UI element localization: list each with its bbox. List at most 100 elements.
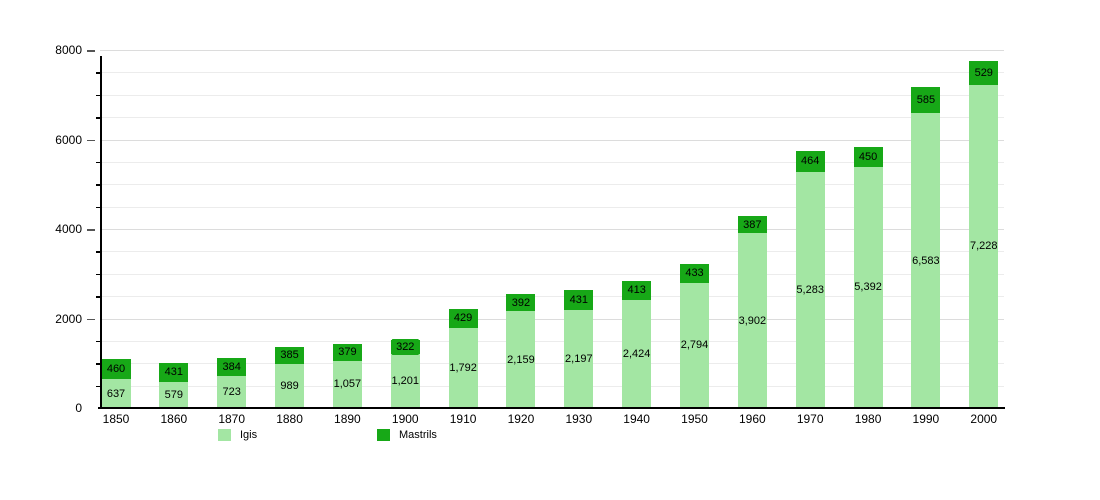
igis-segment-1850 bbox=[101, 379, 131, 408]
y-minor-tick bbox=[96, 296, 101, 298]
gridline-8000 bbox=[100, 50, 1004, 51]
mastrils-value-label-1990: 585 bbox=[912, 92, 940, 109]
y-minor-tick bbox=[96, 161, 101, 164]
igis-value-label-1910: 1,792 bbox=[449, 361, 477, 374]
igis-swatch-icon bbox=[218, 429, 231, 441]
gridline-2000 bbox=[100, 318, 1004, 320]
y-minor-tick bbox=[96, 385, 101, 388]
igis-segment-2000 bbox=[969, 84, 999, 408]
gridline-5500 bbox=[100, 161, 1004, 163]
y-tick-dash-4000 bbox=[87, 229, 95, 231]
gridline-3500 bbox=[100, 251, 1004, 253]
legend-item-mastrils: Mastrils bbox=[377, 429, 437, 441]
igis-value-label-1990: 6,583 bbox=[912, 254, 940, 267]
legend-label-igis: Igis bbox=[240, 429, 258, 441]
mastrils-value-label-1860: 431 bbox=[160, 364, 188, 381]
igis-segment-1970 bbox=[795, 171, 825, 408]
legend-label-mastrils: Mastrils bbox=[399, 429, 437, 441]
y-minor-tick bbox=[96, 273, 101, 276]
x-tick-label-2000: 2000 bbox=[970, 412, 998, 426]
igis-value-label-1980: 5,392 bbox=[854, 281, 882, 294]
gridline-4000 bbox=[100, 229, 1004, 230]
gridline-2500 bbox=[100, 296, 1004, 298]
gridline-3000 bbox=[100, 273, 1004, 275]
x-tick-label-1880: 1880 bbox=[276, 412, 303, 426]
y-minor-tick bbox=[96, 94, 101, 97]
x-tick-label-1850: 1850 bbox=[102, 412, 130, 426]
x-tick-label-1920: 1920 bbox=[507, 412, 535, 426]
igis-value-label-1880: 989 bbox=[280, 379, 299, 392]
y-minor-tick bbox=[96, 184, 101, 186]
y-minor-tick bbox=[96, 251, 101, 253]
mastrils-value-label-1880: 385 bbox=[276, 347, 303, 364]
igis-segment-1940 bbox=[622, 299, 652, 408]
gridline-6000 bbox=[100, 139, 1004, 141]
mastrils-value-label-1870: 384 bbox=[218, 359, 245, 376]
igis-segment-1890 bbox=[332, 360, 362, 408]
igis-value-label-1970: 5,283 bbox=[796, 283, 824, 296]
gridline-7500 bbox=[100, 72, 1004, 74]
x-tick-label-1890: 1890 bbox=[334, 412, 361, 426]
gridline-6500 bbox=[100, 117, 1004, 119]
mastrils-value-label-1940: 413 bbox=[623, 282, 650, 299]
x-tick-label-1960: 1960 bbox=[738, 412, 766, 426]
mastrils-value-label-1930: 431 bbox=[565, 292, 592, 309]
y-tick-label-0: 0 bbox=[75, 401, 82, 415]
x-tick-label-1900: 1900 bbox=[391, 412, 419, 426]
y-tick-dash-6000 bbox=[87, 139, 95, 141]
mastrils-value-label-1910: 429 bbox=[449, 310, 477, 327]
mastrils-value-label-2000: 529 bbox=[970, 64, 997, 81]
igis-segment-1980 bbox=[853, 166, 883, 408]
igis-segment-1900 bbox=[390, 354, 420, 408]
y-tick-label-2000: 2000 bbox=[55, 311, 82, 326]
x-tick-label-1930: 1930 bbox=[565, 412, 593, 426]
mastrils-value-label-1950: 433 bbox=[681, 265, 708, 282]
mastrils-value-label-1890: 379 bbox=[334, 344, 361, 361]
mastrils-value-label-1900: 322 bbox=[392, 339, 419, 356]
y-minor-tick bbox=[96, 363, 101, 365]
igis-value-label-1940: 2,424 bbox=[622, 347, 651, 360]
igis-value-label-2000: 7,228 bbox=[969, 240, 998, 253]
y-tick-label-8000: 8000 bbox=[55, 43, 82, 57]
mastrils-swatch-icon bbox=[377, 429, 390, 441]
y-minor-tick bbox=[96, 340, 101, 343]
igis-segment-1910 bbox=[448, 327, 478, 408]
mastrils-value-label-1970: 464 bbox=[797, 153, 824, 170]
igis-value-label-1920: 2,159 bbox=[507, 353, 535, 366]
igis-segment-1870 bbox=[217, 375, 247, 408]
y-tick-dash-2000 bbox=[87, 318, 95, 320]
x-tick-label-1910: 1910 bbox=[449, 412, 477, 426]
legend-item-igis: Igis bbox=[218, 429, 257, 441]
igis-value-label-1870: 723 bbox=[222, 385, 241, 398]
y-minor-tick bbox=[96, 72, 101, 74]
igis-segment-1950 bbox=[680, 282, 709, 408]
igis-segment-1960 bbox=[737, 233, 767, 408]
mastrils-value-label-1850: 460 bbox=[102, 361, 130, 378]
igis-value-label-1960: 3,902 bbox=[738, 314, 767, 327]
y-tick-label-6000: 6000 bbox=[55, 132, 82, 147]
x-axis-line bbox=[98, 407, 1005, 409]
mastrils-value-label-1960: 387 bbox=[739, 216, 766, 233]
y-axis-line bbox=[100, 56, 102, 409]
igis-segment-1920 bbox=[506, 311, 536, 408]
x-tick-label-1950: 1950 bbox=[681, 412, 708, 426]
mastrils-value-label-1920: 392 bbox=[507, 294, 535, 311]
igis-segment-1990 bbox=[911, 113, 941, 408]
gridline-1000 bbox=[100, 363, 1004, 365]
gridline-1500 bbox=[100, 340, 1004, 342]
igis-segment-1880 bbox=[275, 363, 305, 408]
y-tick-label-4000: 4000 bbox=[55, 222, 82, 236]
y-minor-tick bbox=[96, 117, 101, 119]
y-minor-tick bbox=[96, 206, 101, 209]
igis-value-label-1930: 2,197 bbox=[565, 352, 593, 365]
x-tick-label-1980: 1980 bbox=[854, 412, 882, 426]
igis-value-label-1890: 1,057 bbox=[333, 378, 362, 391]
y-tick-dash-8000 bbox=[87, 50, 95, 52]
gridline-4500 bbox=[100, 206, 1004, 208]
gridline-7000 bbox=[100, 94, 1004, 96]
igis-segment-1930 bbox=[564, 309, 594, 408]
gridline-500 bbox=[100, 385, 1004, 387]
igis-segment-1860 bbox=[159, 382, 189, 408]
igis-value-label-1950: 2,794 bbox=[680, 339, 709, 352]
